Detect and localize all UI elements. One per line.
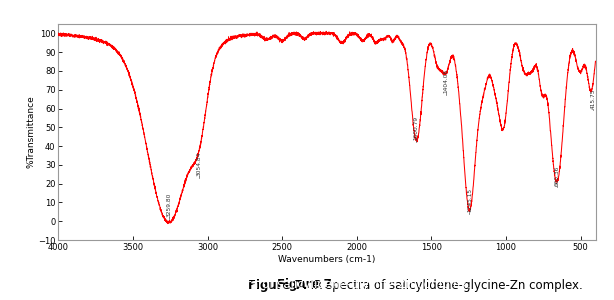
Text: 1600.79: 1600.79 (414, 116, 419, 140)
X-axis label: Wavenumbers (cm-1): Wavenumbers (cm-1) (278, 255, 376, 264)
Y-axis label: %Transmittance: %Transmittance (26, 96, 35, 168)
Text: Figure 7.: Figure 7. (247, 280, 307, 292)
Text: IR spectra of salicylidene-glycine-Zn complex.: IR spectra of salicylidene-glycine-Zn co… (307, 280, 583, 292)
Text: 3259.80: 3259.80 (166, 193, 171, 218)
Text: Figure 7.: Figure 7. (278, 278, 336, 291)
Text: Figure 7. IR spectra of salicylidene-glycine-Zn complex.: Figure 7. IR spectra of salicylidene-gly… (144, 278, 470, 291)
Text: 1245.15: 1245.15 (467, 188, 472, 212)
Text: 660.36: 660.36 (554, 165, 559, 185)
Text: 3054.84: 3054.84 (197, 152, 202, 176)
Text: 415.75: 415.75 (591, 88, 596, 109)
Text: 1404.06: 1404.06 (443, 69, 448, 94)
